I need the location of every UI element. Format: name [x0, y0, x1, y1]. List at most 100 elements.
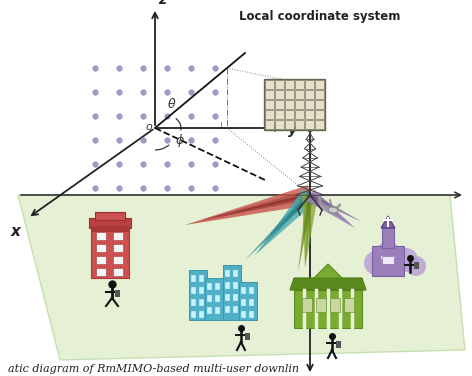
Bar [96, 232, 106, 240]
Bar [265, 110, 274, 119]
Polygon shape [298, 194, 313, 272]
Bar [315, 80, 324, 89]
Bar [295, 110, 304, 119]
Bar [239, 282, 257, 320]
Polygon shape [290, 278, 366, 290]
Polygon shape [18, 195, 465, 360]
Bar [95, 212, 125, 220]
Text: z: z [158, 0, 166, 7]
Bar [305, 120, 314, 129]
Bar [294, 290, 362, 328]
Bar [285, 120, 294, 129]
Bar [225, 270, 230, 277]
Bar [265, 90, 274, 99]
Bar [191, 275, 196, 282]
Bar [275, 120, 284, 129]
Bar [96, 244, 106, 252]
Bar [191, 311, 196, 318]
Bar [275, 110, 284, 119]
Bar [215, 295, 220, 302]
Bar [305, 110, 314, 119]
Bar [225, 282, 230, 289]
Bar [372, 246, 404, 276]
Polygon shape [200, 194, 310, 220]
Bar [215, 307, 220, 314]
Circle shape [406, 256, 426, 276]
Bar [207, 283, 212, 290]
Bar [336, 341, 341, 348]
Text: Local coordinate system: Local coordinate system [239, 10, 401, 23]
Bar [295, 80, 304, 89]
Bar [302, 298, 312, 312]
Polygon shape [309, 193, 362, 222]
Bar [96, 268, 106, 276]
Circle shape [394, 248, 418, 272]
Bar [113, 244, 123, 252]
Polygon shape [245, 192, 313, 260]
Bar [305, 80, 314, 89]
Bar [199, 287, 204, 294]
Bar [96, 256, 106, 264]
Bar [207, 307, 212, 314]
Bar [207, 295, 212, 302]
Bar [330, 298, 340, 312]
Bar [249, 311, 254, 318]
Bar [113, 232, 123, 240]
Circle shape [374, 242, 402, 270]
Bar [233, 270, 238, 277]
Bar [265, 120, 274, 129]
Bar [265, 80, 274, 89]
Bar [233, 306, 238, 313]
Bar [315, 100, 324, 109]
Bar [233, 294, 238, 301]
Polygon shape [310, 194, 362, 222]
Bar [382, 228, 394, 248]
Bar [315, 90, 324, 99]
Polygon shape [314, 264, 342, 278]
Bar [285, 90, 294, 99]
Bar [115, 290, 120, 297]
Bar [89, 218, 131, 228]
Bar [249, 287, 254, 294]
Polygon shape [302, 194, 318, 268]
Bar [233, 282, 238, 289]
Bar [249, 299, 254, 306]
Polygon shape [245, 194, 311, 260]
Bar [275, 90, 284, 99]
Bar [215, 283, 220, 290]
Ellipse shape [328, 207, 338, 213]
Polygon shape [306, 190, 355, 228]
Bar [241, 311, 246, 318]
Bar [285, 100, 294, 109]
Bar [295, 100, 304, 109]
Bar [285, 110, 294, 119]
Text: $\theta$: $\theta$ [167, 97, 177, 111]
Bar [315, 120, 324, 129]
Polygon shape [200, 190, 311, 220]
Bar [344, 298, 354, 312]
Bar [295, 120, 304, 129]
Bar [305, 90, 314, 99]
Polygon shape [185, 193, 311, 225]
Polygon shape [255, 189, 317, 255]
Text: y: y [288, 123, 297, 137]
Bar [189, 270, 207, 320]
Bar [264, 79, 325, 130]
Bar [113, 268, 123, 276]
Polygon shape [309, 194, 355, 228]
Text: atic diagram of RmMIMO-based multi-user downlin: atic diagram of RmMIMO-based multi-user … [8, 364, 299, 374]
Bar [225, 294, 230, 301]
Bar [382, 256, 394, 264]
Bar [113, 256, 123, 264]
Bar [316, 298, 326, 312]
Text: x: x [10, 224, 20, 239]
Polygon shape [185, 185, 312, 225]
Text: o: o [145, 122, 152, 132]
Bar [191, 287, 196, 294]
Bar [223, 265, 241, 320]
Bar [225, 306, 230, 313]
Bar [305, 100, 314, 109]
Bar [414, 262, 419, 269]
Bar [91, 226, 129, 232]
Bar [241, 299, 246, 306]
